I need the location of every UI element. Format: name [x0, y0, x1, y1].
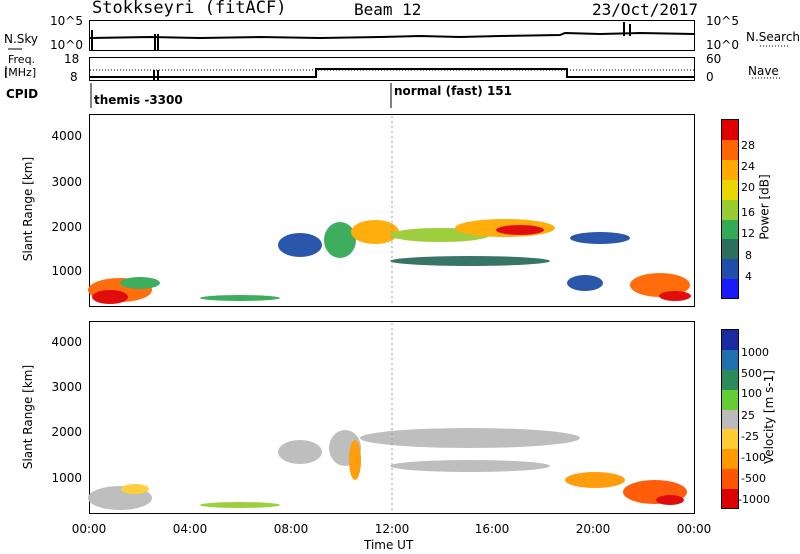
power-blob-11: [390, 256, 550, 266]
power-cb-tick-28: 28: [741, 139, 755, 152]
power-cb-tick-4: 4: [745, 270, 752, 283]
freq-left-tick-top: 18: [64, 52, 80, 66]
velocity-cb-tick-m1000: -1000: [738, 493, 770, 506]
velocity-blob-8: [390, 460, 550, 472]
x-tick-2400: 00:00: [676, 522, 712, 536]
cpid-segment-1: themis -3300: [94, 93, 183, 107]
beam-title: Beam 12: [354, 0, 422, 19]
power-panel: [89, 114, 695, 307]
velocity-scatter: [88, 428, 687, 510]
freq-right-tick-bottom: 0: [706, 70, 714, 84]
velocity-ytick-3000: 3000: [51, 380, 82, 394]
velocity-blob-11: [656, 495, 684, 505]
freq-step-trace: [90, 68, 694, 78]
power-colorbar: [721, 119, 739, 299]
velocity-cb-tick-500: 500: [741, 367, 762, 380]
freq-right-tick-top: 60: [706, 52, 722, 66]
velocity-blob-2: [121, 484, 149, 494]
freq-panel: [89, 57, 695, 81]
x-tick-0800: 08:00: [273, 522, 309, 536]
power-blob-12: [570, 232, 630, 244]
velocity-cb-tick-1000: 1000: [741, 346, 769, 359]
velocity-blob-3: [200, 502, 280, 508]
cpid-label: CPID: [6, 87, 39, 101]
velocity-blob-6: [349, 440, 361, 480]
power-blob-10: [496, 225, 544, 235]
date-title: 23/Oct/2017: [592, 0, 698, 19]
x-axis-label: Time UT: [364, 538, 414, 552]
power-scatter: [88, 219, 691, 304]
x-tick-1200: 12:00: [374, 522, 410, 536]
noise-right-tick-top: 10^5: [706, 14, 739, 28]
power-blob-14: [659, 291, 691, 301]
noise-trace: [89, 31, 695, 40]
x-tick-2000: 20:00: [575, 522, 611, 536]
power-blob-2: [92, 290, 128, 304]
velocity-ytick-2000: 2000: [51, 425, 82, 439]
velocity-panel: [89, 321, 695, 514]
power-cb-tick-12: 12: [741, 227, 755, 240]
noise-search-label: N.Search: [746, 30, 800, 44]
freq-label-line1: Freq.: [8, 53, 36, 66]
power-blob-3: [120, 277, 160, 289]
power-blob-4: [200, 295, 280, 301]
power-blob-5: [278, 233, 322, 257]
velocity-ytick-4000: 4000: [51, 335, 82, 349]
velocity-ytick-1000: 1000: [51, 471, 82, 485]
noise-left-tick-bottom: 10^0: [50, 38, 83, 52]
velocity-blob-7: [360, 428, 580, 448]
power-ytick-4000: 4000: [51, 129, 82, 143]
noise-left-tick-top: 10^5: [50, 14, 83, 28]
freq-left-tick-bottom: 8: [70, 70, 78, 84]
velocity-cb-tick-m25: -25: [741, 430, 759, 443]
velocity-blob-9: [565, 472, 625, 488]
x-tick-0000: 00:00: [71, 522, 107, 536]
velocity-cb-tick-m100: -100: [741, 451, 766, 464]
power-blob-6: [324, 222, 356, 258]
x-tick-0400: 04:00: [172, 522, 208, 536]
velocity-blob-4: [278, 440, 322, 464]
power-ytick-2000: 2000: [51, 220, 82, 234]
power-ytick-1000: 1000: [51, 264, 82, 278]
power-cb-tick-20: 20: [741, 181, 755, 194]
x-tick-1600: 16:00: [474, 522, 510, 536]
power-cb-tick-16: 16: [741, 206, 755, 219]
freq-label-line2: [MHz]: [4, 66, 37, 79]
cpid-segment-2: normal (fast) 151: [394, 84, 512, 98]
power-cb-tick-24: 24: [741, 160, 755, 173]
nave-label: Nave: [748, 64, 779, 78]
power-ytick-3000: 3000: [51, 175, 82, 189]
velocity-colorbar: [721, 329, 739, 509]
power-cb-tick-8: 8: [745, 249, 752, 262]
velocity-cb-tick-25: 25: [741, 409, 755, 422]
velocity-cb-tick-m500: -500: [741, 472, 766, 485]
noise-sky-label: N.Sky: [4, 32, 39, 46]
power-blob-15: [567, 275, 603, 291]
noise-right-tick-bottom: 10^0: [706, 38, 739, 52]
velocity-cb-tick-100: 100: [741, 387, 762, 400]
noise-panel: [89, 20, 695, 51]
power-blob-7: [351, 220, 399, 244]
station-title: Stokkseyri (fitACF): [92, 0, 287, 18]
